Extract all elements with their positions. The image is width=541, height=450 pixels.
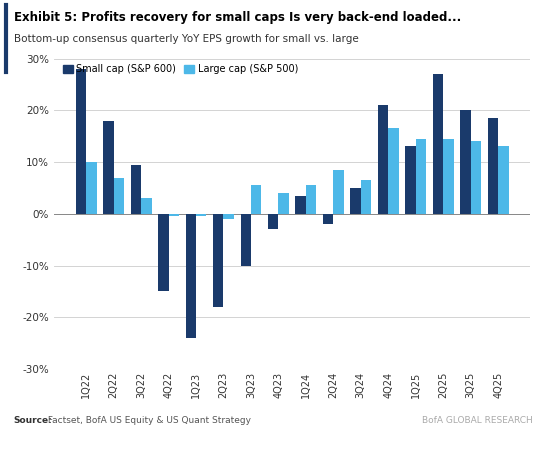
Bar bbox=[351, 188, 361, 214]
Bar bbox=[196, 214, 207, 216]
Bar bbox=[471, 141, 481, 214]
Bar bbox=[169, 214, 179, 216]
Text: Exhibit 5: Profits recovery for small caps Is very back-end loaded...: Exhibit 5: Profits recovery for small ca… bbox=[14, 11, 461, 24]
Bar bbox=[268, 214, 279, 230]
Text: Bottom-up consensus quarterly YoY EPS growth for small vs. large: Bottom-up consensus quarterly YoY EPS gr… bbox=[14, 34, 358, 44]
Bar bbox=[158, 214, 169, 292]
Bar bbox=[241, 214, 251, 266]
Bar bbox=[295, 196, 306, 214]
Bar bbox=[251, 185, 261, 214]
Bar bbox=[141, 198, 151, 214]
Bar bbox=[223, 214, 234, 219]
Bar bbox=[306, 185, 316, 214]
Bar bbox=[103, 121, 114, 214]
Bar bbox=[487, 118, 498, 214]
Bar bbox=[333, 170, 344, 214]
Bar bbox=[415, 139, 426, 214]
Bar bbox=[388, 128, 399, 214]
Bar bbox=[405, 147, 415, 214]
Bar bbox=[76, 69, 86, 214]
Bar bbox=[323, 214, 333, 224]
Text: BofA GLOBAL RESEARCH: BofA GLOBAL RESEARCH bbox=[422, 416, 533, 425]
Bar bbox=[361, 180, 371, 214]
Bar bbox=[114, 178, 124, 214]
Bar bbox=[498, 147, 509, 214]
Bar bbox=[433, 74, 443, 214]
Text: Source:: Source: bbox=[14, 416, 52, 425]
Bar bbox=[131, 165, 141, 214]
Bar bbox=[279, 193, 289, 214]
Text: Factset, BofA US Equity & US Quant Strategy: Factset, BofA US Equity & US Quant Strat… bbox=[45, 416, 251, 425]
Bar bbox=[378, 105, 388, 214]
Bar bbox=[460, 110, 471, 214]
Legend: Small cap (S&P 600), Large cap (S&P 500): Small cap (S&P 600), Large cap (S&P 500) bbox=[59, 60, 302, 78]
Bar bbox=[186, 214, 196, 338]
Bar bbox=[213, 214, 223, 307]
Bar bbox=[443, 139, 453, 214]
Bar bbox=[86, 162, 97, 214]
